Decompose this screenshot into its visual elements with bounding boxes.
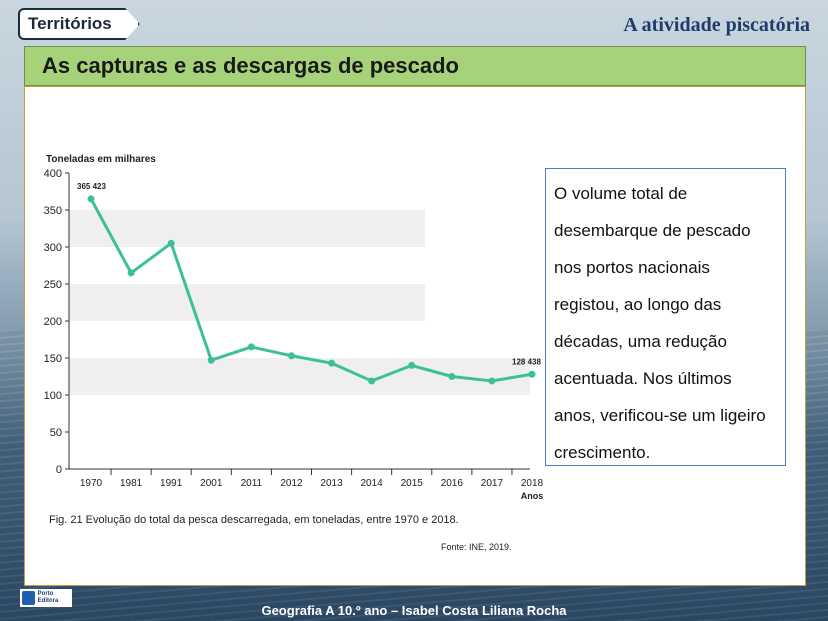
grid-band <box>69 210 425 247</box>
data-point <box>368 377 376 385</box>
x-tick-label: 2017 <box>481 478 504 489</box>
data-point <box>167 239 175 247</box>
x-tick-label: 1991 <box>160 478 183 489</box>
description-textbox: O volume total de desembarque de pescado… <box>545 168 786 466</box>
data-label: 365 423 <box>77 182 106 191</box>
data-point <box>528 370 536 378</box>
x-tick-label: 2015 <box>401 478 424 489</box>
data-point <box>87 195 95 203</box>
x-tick-label: 2001 <box>200 478 223 489</box>
y-tick-label: 400 <box>44 168 62 180</box>
x-tick-label: 1981 <box>120 478 143 489</box>
logo-text: Territórios <box>28 14 112 33</box>
publisher-name: Porto Editora <box>37 591 59 604</box>
data-point <box>408 361 416 369</box>
y-tick-label: 250 <box>44 279 62 291</box>
x-tick-label: 2014 <box>361 478 384 489</box>
y-tick-label: 50 <box>50 427 62 439</box>
y-tick-label: 100 <box>44 390 62 402</box>
data-point <box>328 359 336 367</box>
figure-source: Fonte: INE, 2019. <box>441 542 512 552</box>
figure-caption: Fig. 21 Evolução do total da pesca desca… <box>49 514 459 526</box>
data-point <box>287 352 295 360</box>
data-point <box>247 343 255 351</box>
y-tick-label: 0 <box>56 464 62 476</box>
territorios-logo: Territórios <box>18 8 140 40</box>
section-title: As capturas e as descargas de pescado <box>24 46 806 86</box>
header-title: A atividade piscatória <box>623 14 810 36</box>
x-tick-label: 2018 <box>521 478 544 489</box>
y-tick-label: 150 <box>44 353 62 365</box>
y-tick-label: 200 <box>44 316 62 328</box>
y-tick-label: 350 <box>44 205 62 217</box>
series-line <box>89 198 533 383</box>
x-axis-label: Anos <box>521 491 544 501</box>
data-label: 128 438 <box>512 357 541 366</box>
x-tick-label: 2011 <box>241 478 263 489</box>
x-tick-label: 2013 <box>320 478 343 489</box>
grid-band <box>69 284 425 321</box>
x-tick-label: 2016 <box>441 478 464 489</box>
data-point <box>488 377 496 385</box>
y-tick-label: 300 <box>44 242 62 254</box>
content-panel: 0 50 100 150 200 250 300 350 400 Toneladas em mil… <box>24 86 806 586</box>
x-tick-label: 2012 <box>280 478 303 489</box>
footer-text: Geografia A 10.º ano – Isabel Costa Lili… <box>261 603 567 618</box>
y-axis-label: Toneladas em milhares <box>46 154 156 165</box>
data-point <box>127 269 135 277</box>
data-point <box>448 373 456 380</box>
data-point <box>207 356 215 364</box>
porto-editora-icon <box>22 591 35 605</box>
line-chart: 0 50 100 150 200 250 300 350 400 Toneladas em mil… <box>44 154 544 501</box>
porto-editora-logo: Porto Editora <box>20 589 72 607</box>
x-tick-label: 1970 <box>80 478 103 489</box>
